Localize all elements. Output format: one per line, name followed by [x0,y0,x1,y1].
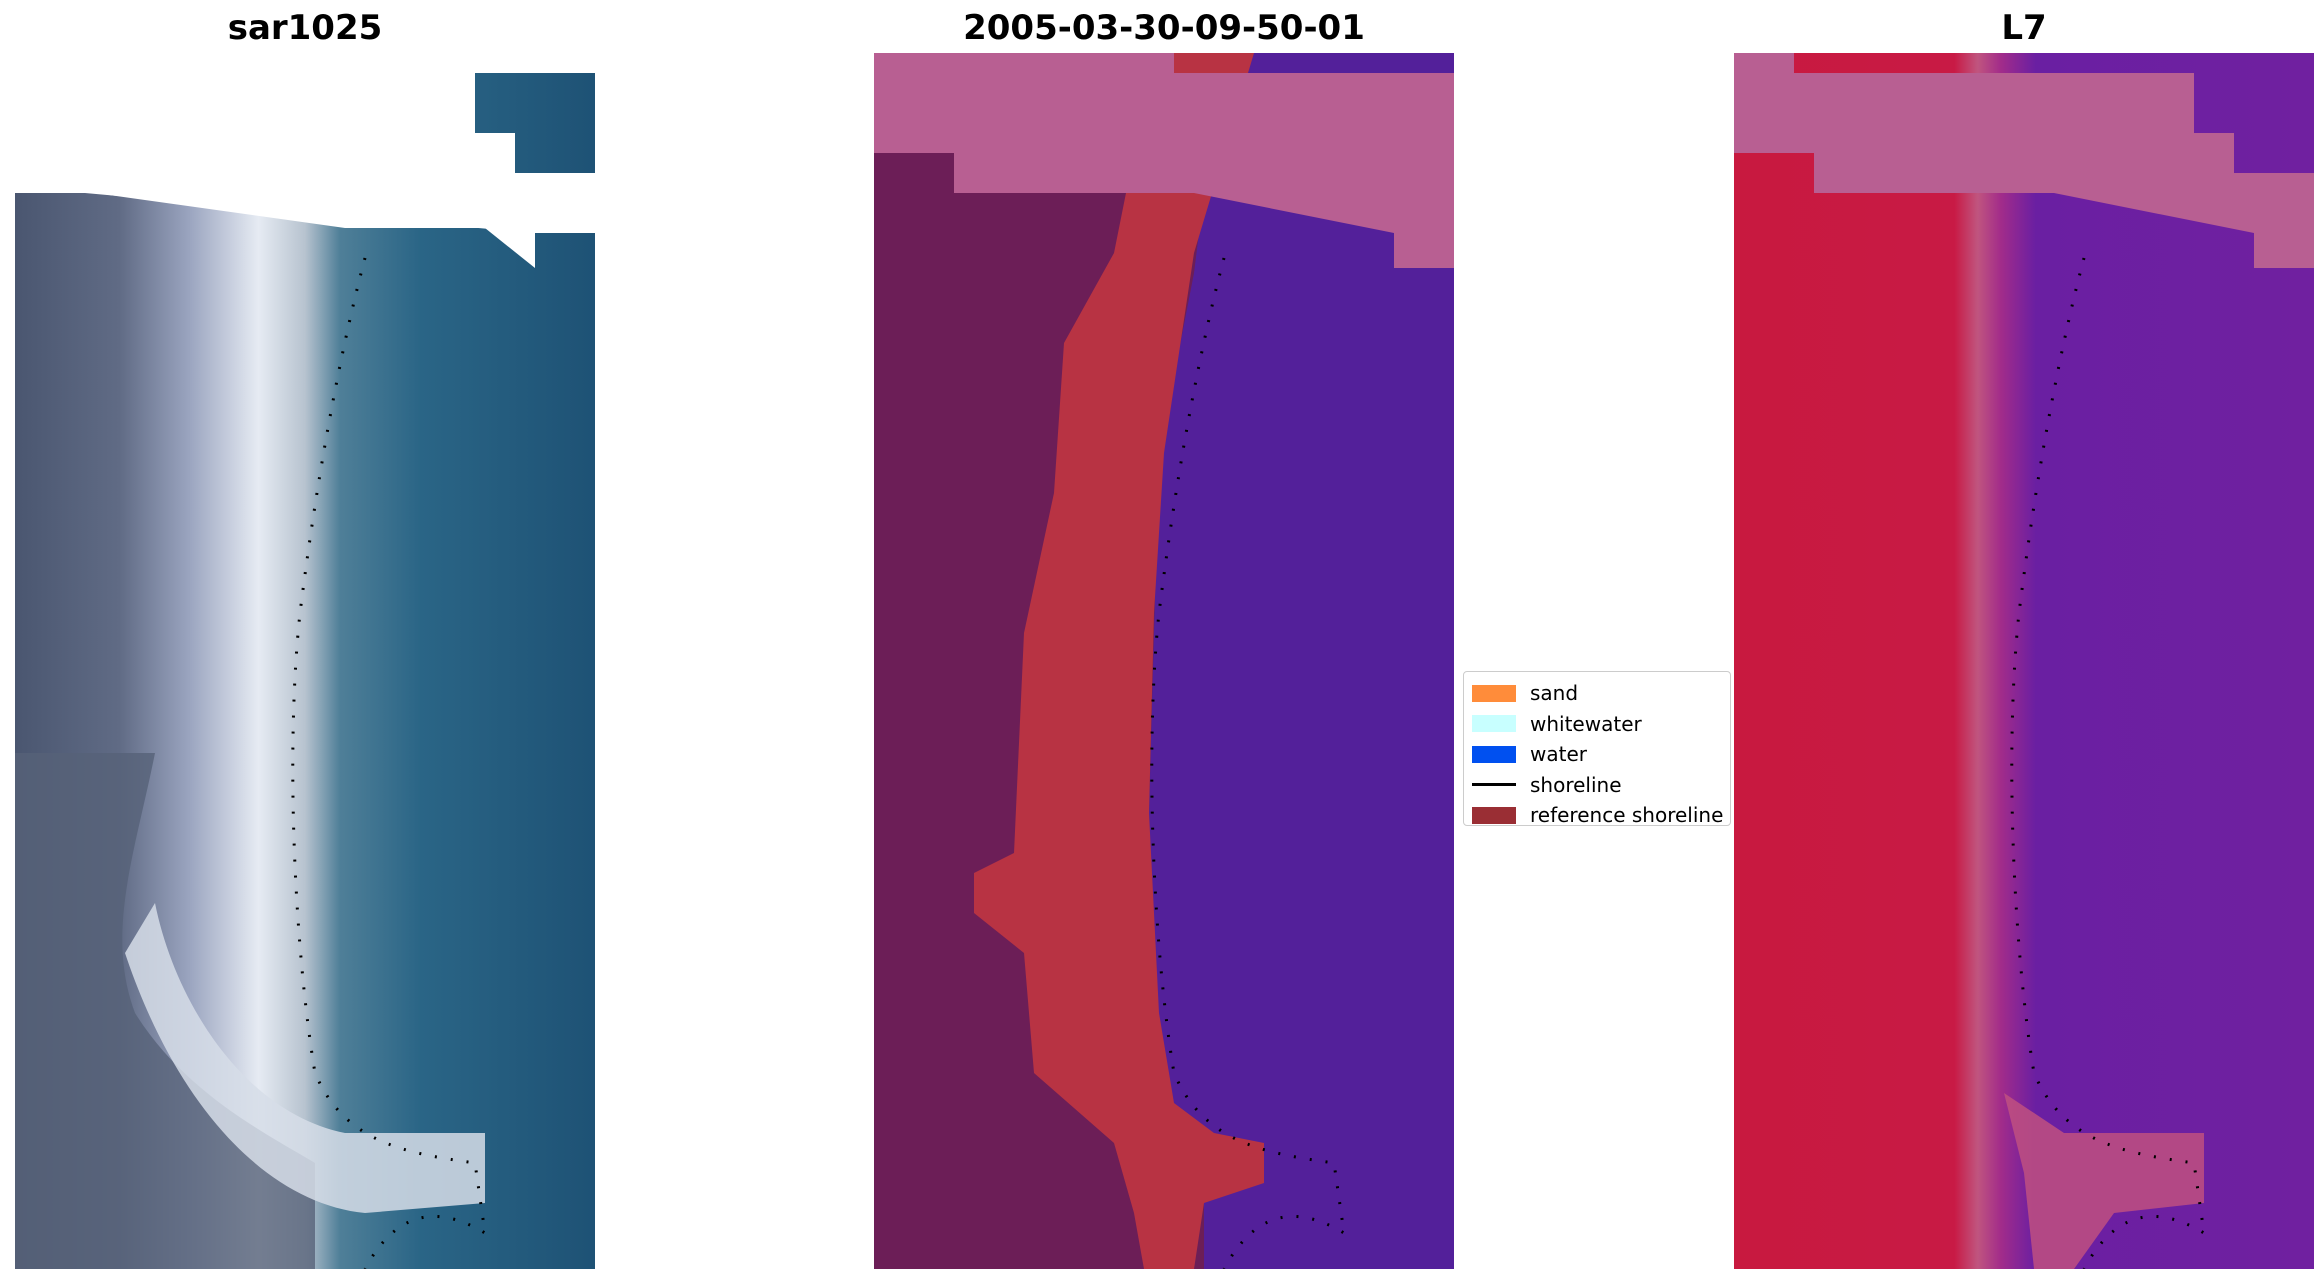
legend-label-whitewater: whitewater [1530,711,1642,736]
mndwi-panel: L7 [1734,0,2314,1283]
panel-title-classification: 2005-03-30-09-50-01 [963,8,1365,48]
legend-swatch-whitewater [1472,715,1516,733]
panel-title-mndwi: L7 [2001,8,2047,48]
legend-swatch-water [1472,745,1516,763]
rgb-beach-lower [125,903,485,1213]
legend: sand whitewater water shoreline referenc… [1463,671,1731,827]
legend-item-water: water [1472,739,1722,770]
legend-line-shoreline [1472,783,1516,787]
legend-item-whitewater: whitewater [1472,709,1722,740]
rgb-image [15,53,595,1269]
mndwi-sand-lower [2004,1093,2204,1269]
legend-item-reference-shoreline: reference shoreline [1472,800,1724,831]
mndwi-image [1734,53,2314,1269]
legend-item-shoreline: shoreline [1472,770,1722,801]
legend-label-reference-shoreline: reference shoreline [1530,803,1724,828]
legend-swatch-reference-shoreline [1472,806,1516,824]
legend-label-shoreline: shoreline [1530,772,1622,797]
rgb-image-panel: sar1025 [15,0,595,1283]
cls-cloud-mask-band [874,53,1454,268]
classification-panel: 2005-03-30-09-50-01 [874,0,1454,1283]
mndwi-scene [1734,53,2314,1269]
legend-swatch-sand [1472,684,1516,702]
cls-sand [974,53,1264,1269]
rgb-nodata-top [15,73,595,268]
classification-image [874,53,1454,1269]
mndwi-cloud-mask [1734,53,2314,268]
cls-water [1149,53,1454,1269]
rgb-cloud-mask [15,53,595,73]
legend-label-sand: sand [1530,681,1579,706]
panel-title-rgb: sar1025 [227,8,383,48]
legend-label-water: water [1530,742,1587,767]
legend-item-sand: sand [1472,678,1722,709]
